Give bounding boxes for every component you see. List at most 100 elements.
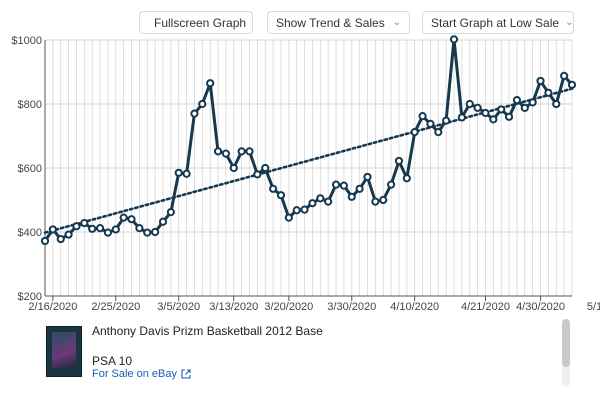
sale-point[interactable] [80, 218, 89, 228]
sale-point[interactable] [528, 98, 537, 107]
sale-point[interactable] [111, 225, 120, 234]
card-title[interactable]: Anthony Davis Prizm Basketball 2012 Base [92, 324, 323, 338]
external-link-icon [181, 369, 191, 379]
x-tick-label: 5/12/2020 [587, 301, 600, 313]
card-grade: PSA 10 [92, 354, 133, 368]
sale-point[interactable] [379, 195, 388, 205]
sale-point[interactable] [567, 80, 577, 89]
sale-point[interactable] [182, 169, 191, 178]
sale-point[interactable] [402, 174, 411, 183]
sale-point[interactable] [339, 181, 348, 190]
x-tick-label: 4/10/2020 [390, 301, 439, 313]
sale-point[interactable] [190, 109, 199, 118]
sale-point[interactable] [316, 194, 325, 203]
sale-point[interactable] [64, 230, 73, 239]
sale-point[interactable] [261, 163, 270, 173]
fullscreen-graph-label: Fullscreen Graph [154, 15, 247, 30]
sale-point[interactable] [347, 192, 356, 201]
sale-point[interactable] [237, 147, 246, 156]
y-tick-label: $400 [18, 227, 42, 239]
sale-point[interactable] [442, 116, 451, 125]
sale-point[interactable] [300, 205, 309, 214]
sale-point[interactable] [206, 79, 215, 88]
sale-point[interactable] [355, 184, 364, 193]
sale-point[interactable] [331, 180, 341, 189]
sale-point[interactable] [284, 213, 293, 222]
sale-point[interactable] [489, 115, 498, 124]
sale-point[interactable] [418, 112, 427, 121]
sale-point[interactable] [394, 156, 404, 166]
x-tick-label: 2/16/2020 [28, 301, 77, 313]
sale-point[interactable] [560, 71, 569, 80]
sale-point[interactable] [119, 213, 128, 222]
sale-point[interactable] [473, 103, 482, 112]
chevron-down-icon: ⌄ [565, 17, 574, 28]
sale-point[interactable] [151, 227, 160, 237]
sale-point[interactable] [269, 184, 278, 193]
x-tick-label: 4/30/2020 [516, 301, 565, 313]
sale-point[interactable] [127, 215, 136, 224]
ebay-link-label: For Sale on eBay [92, 368, 177, 380]
x-tick-label: 3/30/2020 [327, 301, 376, 313]
sale-point[interactable] [363, 172, 372, 182]
sale-point[interactable] [253, 170, 262, 179]
sale-point[interactable] [56, 234, 65, 244]
sale-point[interactable] [103, 228, 113, 237]
sale-point[interactable] [292, 206, 301, 215]
sale-point[interactable] [426, 119, 435, 128]
trend-sales-value: Show Trend & Sales [276, 15, 385, 30]
start-graph-select[interactable]: Start Graph at Low Sale ⌄ [422, 11, 574, 34]
x-tick-label: 2/25/2020 [91, 301, 140, 313]
sale-point[interactable] [512, 96, 522, 105]
x-tick-label: 3/20/2020 [264, 301, 313, 313]
sale-point[interactable] [48, 225, 57, 234]
sale-point[interactable] [245, 147, 254, 156]
sale-point[interactable] [457, 113, 466, 122]
sale-point[interactable] [221, 149, 231, 158]
chevron-down-icon: ⌄ [392, 17, 401, 28]
sale-point[interactable] [465, 99, 474, 109]
sale-point[interactable] [449, 35, 459, 44]
sale-point[interactable] [143, 228, 152, 237]
sale-point[interactable] [72, 222, 81, 231]
sale-point[interactable] [135, 224, 144, 233]
sale-point[interactable] [88, 224, 97, 233]
sale-point[interactable] [434, 128, 443, 137]
sale-point[interactable] [229, 163, 238, 173]
sale-point[interactable] [504, 112, 514, 121]
start-graph-value: Start Graph at Low Sale [431, 15, 560, 30]
sale-point[interactable] [497, 105, 506, 114]
y-tick-label: $1000 [11, 35, 42, 47]
y-tick-label: $200 [18, 291, 42, 303]
sale-point[interactable] [166, 208, 175, 217]
price-chart[interactable]: $200 $400 $600 $800 $1000 2/16/2020 2/25/2020 3… [0, 0, 600, 315]
sale-point[interactable] [276, 191, 286, 200]
sale-point[interactable] [536, 76, 545, 86]
sale-point[interactable] [158, 217, 168, 226]
x-tick-label: 3/13/2020 [209, 301, 258, 313]
sale-point[interactable] [174, 168, 183, 177]
fullscreen-graph-button[interactable]: Fullscreen Graph [139, 11, 253, 34]
sale-point[interactable] [520, 103, 529, 112]
panel-scrollbar-thumb[interactable] [562, 319, 570, 367]
sale-point[interactable] [213, 147, 223, 156]
sale-point[interactable] [371, 197, 380, 206]
sale-point[interactable] [386, 180, 396, 189]
trend-sales-select[interactable]: Show Trend & Sales ⌄ [267, 11, 410, 34]
sale-point[interactable] [308, 199, 317, 208]
ebay-link[interactable]: For Sale on eBay [92, 368, 191, 380]
chart-axes: $200 $400 $600 $800 $1000 2/16/2020 2/25/2020 3… [11, 35, 600, 313]
sale-point[interactable] [410, 128, 419, 137]
x-tick-label: 3/5/2020 [157, 301, 200, 313]
sale-point[interactable] [544, 88, 553, 97]
sale-point[interactable] [198, 99, 207, 109]
sales-points-layer[interactable] [40, 35, 577, 246]
sale-point[interactable] [324, 197, 333, 206]
card-thumbnail[interactable] [46, 326, 82, 377]
sale-point[interactable] [40, 236, 50, 246]
sale-point[interactable] [552, 99, 561, 109]
sale-point[interactable] [481, 108, 490, 118]
y-tick-label: $600 [18, 163, 42, 175]
chart-grid [44, 39, 573, 297]
sale-point[interactable] [95, 224, 105, 233]
